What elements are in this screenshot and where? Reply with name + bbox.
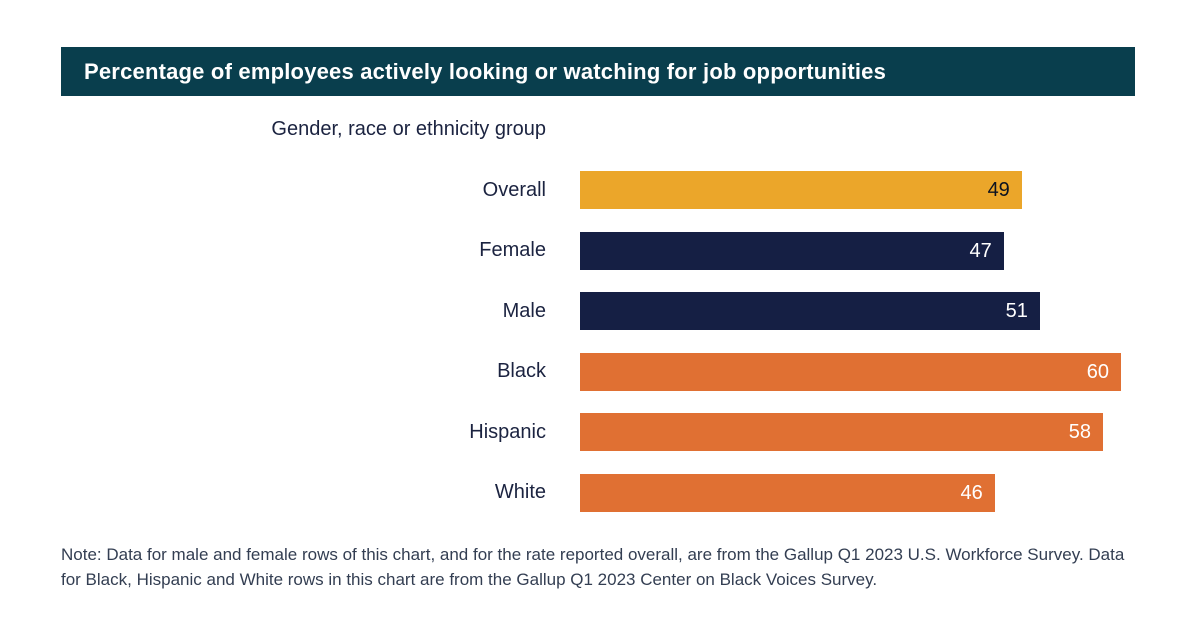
category-label: Overall xyxy=(482,178,546,201)
value-label: 60 xyxy=(1086,360,1109,383)
category-label: Female xyxy=(479,239,546,261)
bar-row: Female 47 xyxy=(0,231,1200,270)
value-label: 46 xyxy=(960,481,983,504)
bar-chart: Overall 49 Female 47 Male 51 Black 60 Hispanic 58… xyxy=(0,171,1200,534)
axis-group-label: Gender, race or ethnicity group xyxy=(271,118,546,140)
category-label: Hispanic xyxy=(469,420,546,443)
category-label: Black xyxy=(497,360,546,382)
value-label: 58 xyxy=(1068,421,1091,443)
bar-row: Male 51 xyxy=(0,292,1200,330)
bar: 49 xyxy=(580,171,1022,209)
value-label: 49 xyxy=(987,179,1010,201)
bar: 47 xyxy=(580,231,1004,270)
bar-row: Overall 49 xyxy=(0,171,1200,209)
chart-title: Percentage of employees actively looking… xyxy=(84,58,887,84)
category-label: Male xyxy=(502,299,546,322)
bar-row: Hispanic 58 xyxy=(0,413,1200,451)
bar: 51 xyxy=(580,292,1040,330)
footnote-line: Note: Data for male and female rows of t… xyxy=(61,545,1125,564)
category-label: White xyxy=(494,481,546,503)
value-label: 47 xyxy=(969,239,992,262)
footnote: Note: Data for male and female rows of t… xyxy=(61,543,1151,592)
bar: 46 xyxy=(580,473,995,512)
bar: 58 xyxy=(580,413,1103,451)
footnote-line: for Black, Hispanic and White rows in th… xyxy=(61,569,878,589)
bar: 60 xyxy=(580,352,1121,391)
bar-row: Black 60 xyxy=(0,352,1200,391)
chart-title-banner: Percentage of employees actively looking… xyxy=(61,47,1135,96)
bar-row: White 46 xyxy=(0,473,1200,512)
value-label: 51 xyxy=(1005,300,1028,322)
